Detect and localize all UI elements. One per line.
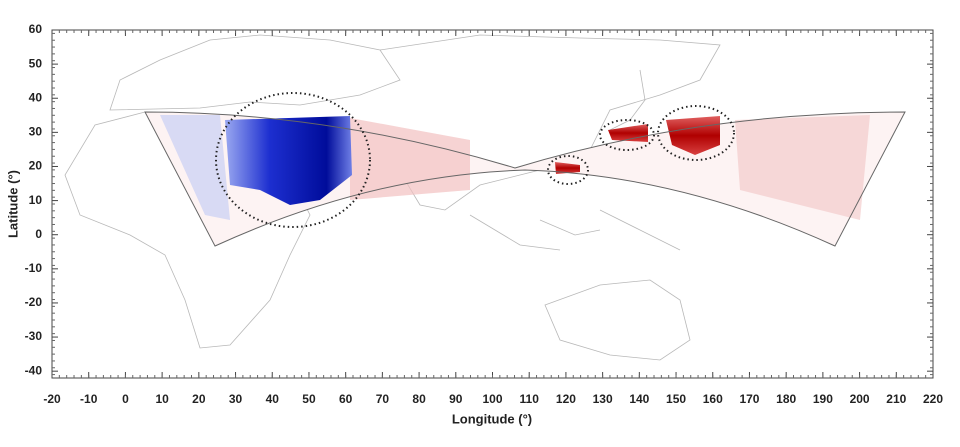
y-tick-label: 50 (29, 56, 43, 70)
y-axis-label: Latitude (°) (5, 170, 20, 238)
x-tick-label: 140 (629, 392, 649, 406)
x-tick-label: 10 (155, 392, 169, 406)
x-axis-label: Longitude (°) (452, 411, 532, 426)
x-tick-label: 60 (339, 392, 353, 406)
x-tick-label: 80 (412, 392, 426, 406)
australia-coast (544, 279, 691, 361)
y-tick-label: 30 (29, 125, 43, 139)
y-tick-label: 10 (29, 193, 43, 207)
highlight-ellipse (547, 155, 589, 185)
x-tick-label: 40 (266, 392, 280, 406)
y-tick-label: -30 (25, 329, 43, 343)
highlight-ellipse (657, 105, 735, 161)
highlight-ellipse (599, 119, 655, 151)
y-tick-label: 20 (29, 159, 43, 173)
x-tick-label: 180 (776, 392, 796, 406)
x-tick-label: 0 (122, 392, 129, 406)
x-tick-label: 150 (666, 392, 686, 406)
highlight-ellipse (215, 92, 371, 228)
europe-coast (109, 34, 401, 111)
y-tick-label: -10 (25, 261, 43, 275)
x-tick-label: -10 (80, 392, 98, 406)
x-tick-label: 220 (923, 392, 943, 406)
x-tick-label: 30 (229, 392, 243, 406)
y-tick-label: -40 (25, 363, 43, 377)
positive-anomaly (555, 162, 580, 174)
negative-anomaly (225, 116, 352, 205)
japan-coast (609, 69, 646, 131)
x-tick-label: 200 (850, 392, 870, 406)
y-tick-label: 60 (29, 22, 43, 36)
negative-band (160, 115, 230, 220)
indonesia-coast (469, 209, 681, 251)
x-tick-label: 120 (556, 392, 576, 406)
positive-band (735, 115, 870, 220)
x-tick-label: 160 (703, 392, 723, 406)
x-tick-label: 20 (192, 392, 206, 406)
x-tick-label: 90 (449, 392, 463, 406)
x-tick-label: 190 (813, 392, 833, 406)
x-tick-label: 210 (886, 392, 906, 406)
map-layer (64, 34, 906, 361)
x-tick-label: -20 (43, 392, 61, 406)
y-tick-label: 0 (35, 227, 42, 241)
y-tick-label: 40 (29, 90, 43, 104)
y-tick-label: -20 (25, 295, 43, 309)
swath-outline (144, 111, 906, 247)
x-tick-label: 130 (593, 392, 613, 406)
highlight-circles (215, 92, 735, 228)
x-tick-label: 110 (520, 392, 540, 406)
x-tick-label: 50 (302, 392, 316, 406)
x-tick-label: 170 (739, 392, 759, 406)
positive-band (350, 118, 470, 200)
x-tick-label: 100 (482, 392, 502, 406)
x-tick-label: 70 (376, 392, 390, 406)
